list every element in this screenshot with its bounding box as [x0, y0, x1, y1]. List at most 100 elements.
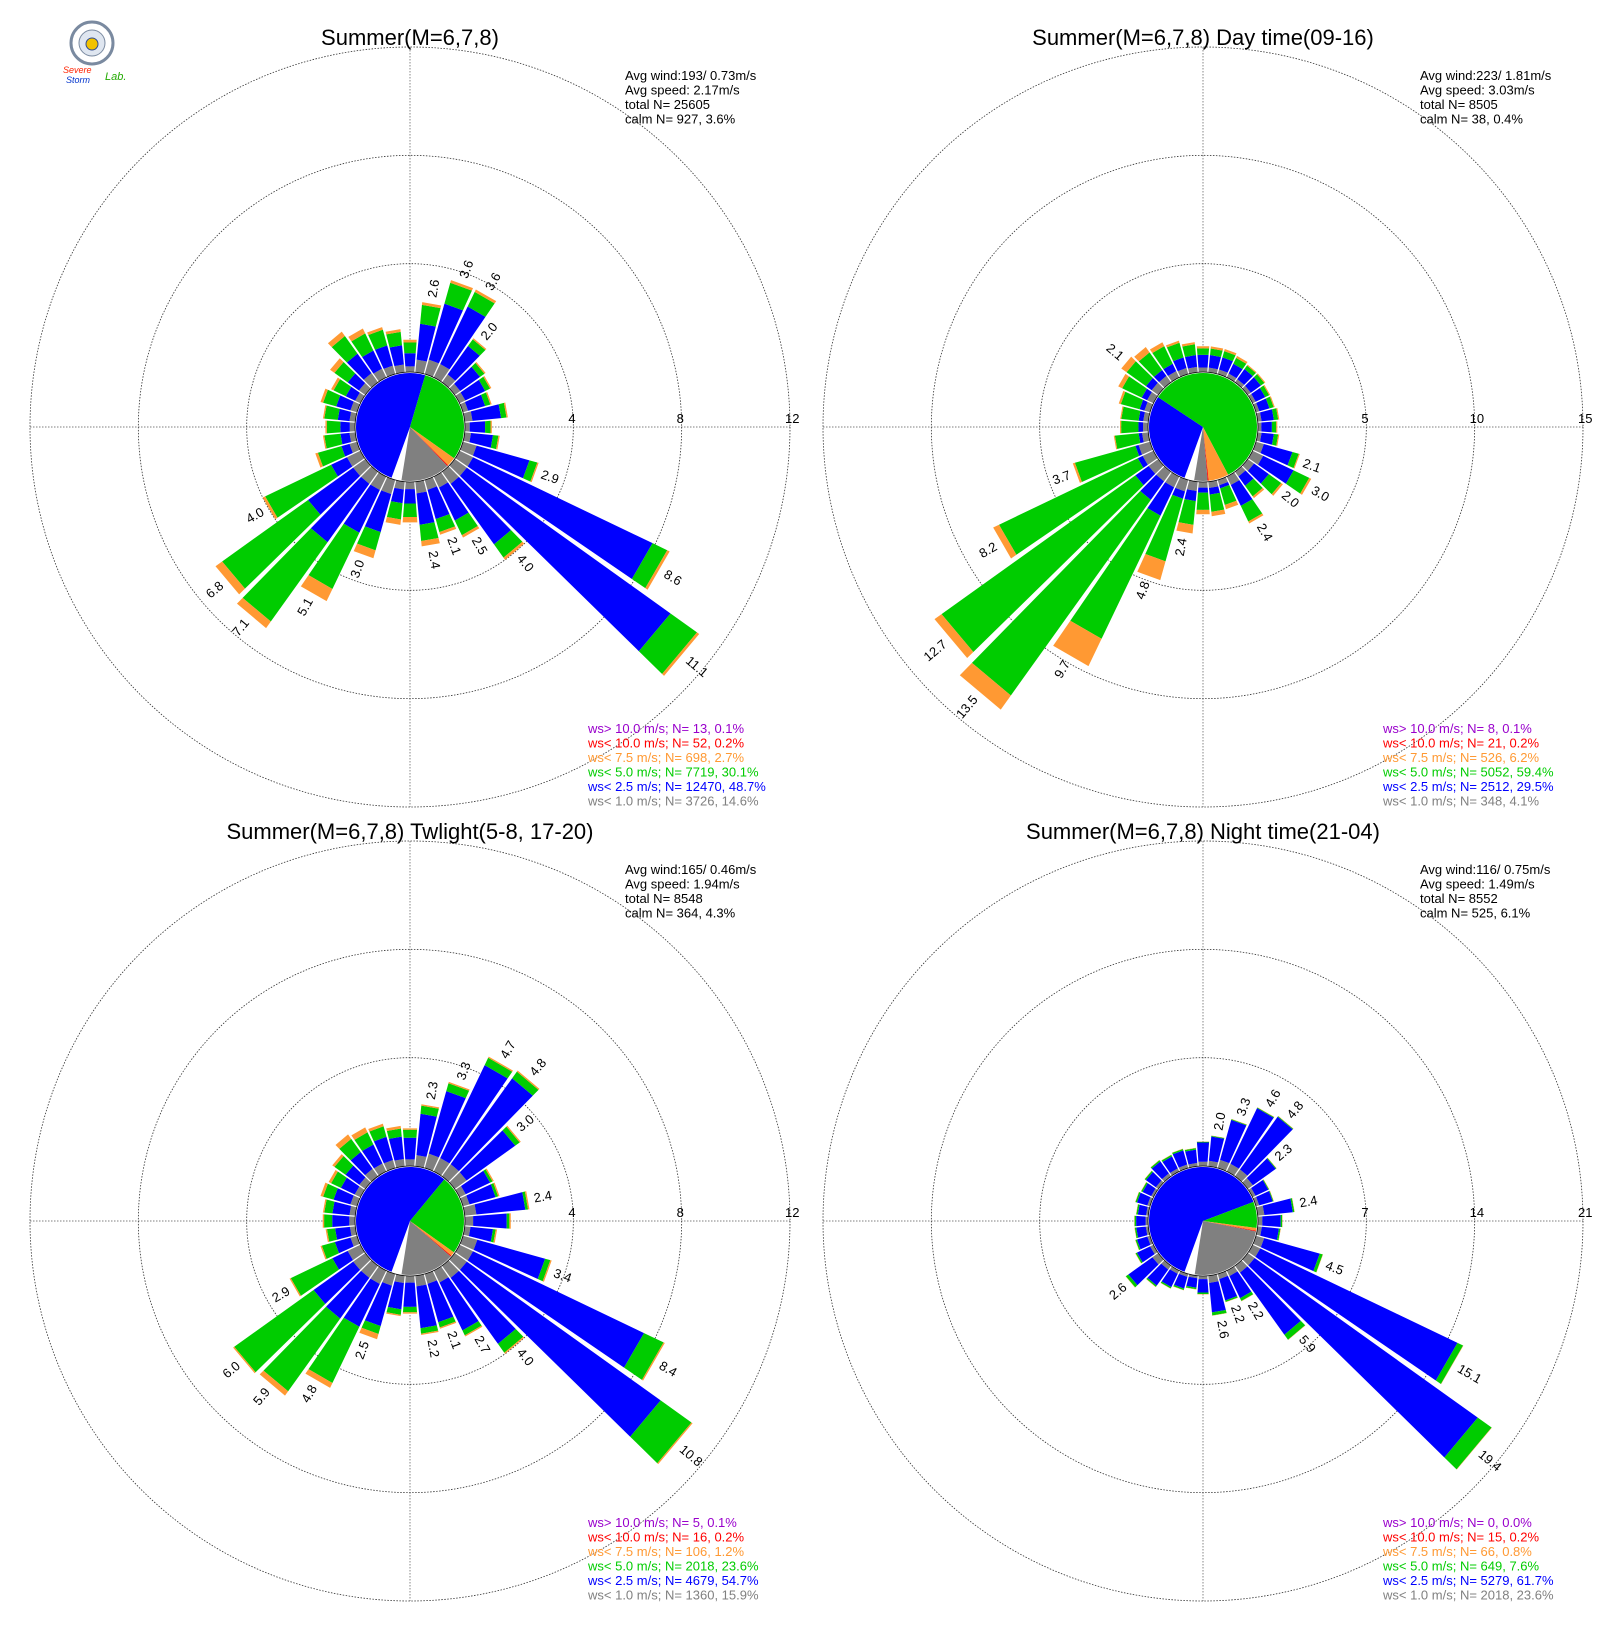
stats-line: total N= 8552 — [1420, 891, 1498, 906]
bar-segment-blue — [332, 1215, 349, 1227]
bar-value-label: 13.5 — [953, 692, 981, 721]
legend-entry: ws< 1.0 m/s; N= 3726, 14.6% — [587, 794, 759, 809]
bar-segment-blue — [1260, 409, 1274, 421]
bar-segment-orange — [325, 420, 326, 433]
stats-line: Avg wind:223/ 1.81m/s — [1420, 68, 1552, 83]
legend-entry: ws< 7.5 m/s; N= 106, 1.2% — [587, 1544, 745, 1559]
bar-segment-blue — [1260, 433, 1274, 445]
bar-value-label: 2.6 — [1106, 1280, 1129, 1303]
bar-segment-orange — [1196, 510, 1209, 514]
bar-segment-blue — [1184, 489, 1196, 501]
bar-value-label: 8.4 — [657, 1358, 680, 1380]
bar-value-label: 3.0 — [1309, 483, 1332, 505]
logo-seal-center — [86, 38, 98, 50]
ring-label: 5 — [1361, 411, 1368, 426]
legend-entry: ws< 10.0 m/s; N= 52, 0.2% — [587, 736, 745, 751]
bar-segment-calm — [405, 482, 415, 489]
stats-line: Avg wind:116/ 0.75m/s — [1420, 862, 1551, 877]
ring-label: 10 — [1470, 411, 1484, 426]
bar-segment-green — [403, 503, 417, 517]
bar-segment-blue — [403, 1283, 416, 1307]
ring-label: 4 — [568, 1205, 575, 1220]
bar-value-label: 2.4 — [1172, 537, 1190, 557]
bar-value-label: 5.9 — [1296, 1332, 1319, 1355]
bar-segment-blue — [1261, 422, 1272, 433]
stats-line: total N= 8505 — [1420, 97, 1498, 112]
bar-segment-calm — [350, 422, 355, 431]
bar-value-label: 8.6 — [661, 567, 684, 589]
bar-segment-green — [324, 406, 339, 420]
bar-segment-blue — [1138, 1205, 1148, 1216]
bar-value-label: 2.5 — [469, 534, 491, 557]
bar-segment-green — [387, 501, 403, 519]
bar-value-label: 2.4 — [1254, 521, 1276, 544]
bar-segment-green — [1197, 493, 1210, 510]
bar-segment-blue — [1185, 355, 1197, 368]
bar-segment-green — [1182, 344, 1196, 357]
bar-segment-orange — [490, 421, 491, 434]
panel-title: Summer(M=6,7,8) Day time(09-16) — [1032, 25, 1374, 50]
legend-entry: ws< 1.0 m/s; N= 2018, 23.6% — [1382, 1588, 1554, 1603]
bar-segment-green — [1272, 421, 1276, 432]
bar-segment-green — [324, 434, 342, 449]
bar-value-label: 4.6 — [1262, 1087, 1284, 1110]
bar-value-label: 3.0 — [513, 1111, 536, 1134]
bar-segment-green — [1197, 1142, 1209, 1143]
bar-value-label: 3.3 — [453, 1060, 473, 1082]
bar-segment-green — [1281, 1215, 1283, 1227]
bar-segment-green — [386, 332, 402, 348]
bar-segment-blue — [340, 422, 350, 433]
ring-label: 7 — [1361, 1205, 1368, 1220]
bar-segment-calm — [415, 1274, 426, 1286]
bar-segment-green — [1135, 1216, 1137, 1227]
stats-line: calm N= 364, 4.3% — [625, 906, 736, 921]
bar-segment-blue — [404, 489, 416, 503]
stats-line: Avg wind:165/ 0.46m/s — [625, 862, 757, 877]
bar-segment-orange — [1197, 346, 1209, 348]
bar-segment-calm — [415, 1155, 426, 1168]
stats-line: calm N= 38, 0.4% — [1420, 112, 1523, 127]
ring-label: 12 — [785, 411, 799, 426]
logo-lab-text: Lab. — [105, 71, 126, 83]
panel-title: Summer(M=6,7,8) — [321, 25, 499, 50]
bar-segment-calm — [1143, 422, 1148, 431]
stats-line: Avg speed: 1.49m/s — [1420, 877, 1535, 892]
bar-value-label: 9.7 — [1051, 658, 1073, 681]
bar-segment-green — [1197, 348, 1209, 354]
bar-segment-calm — [405, 366, 414, 372]
bar-value-label: 2.1 — [444, 1329, 464, 1351]
bar-segment-green — [327, 421, 341, 434]
bar-value-label: 4.8 — [526, 1055, 549, 1078]
bar-value-label: 11.1 — [683, 653, 711, 680]
bar-segment-green — [324, 1214, 332, 1227]
legend-entry: ws< 2.5 m/s; N= 4679, 54.7% — [587, 1573, 759, 1588]
bar-value-label: 2.9 — [539, 467, 561, 487]
bar-segment-green — [403, 342, 416, 353]
bar-value-label: 4.8 — [298, 1382, 320, 1405]
bar-value-label: 4.7 — [497, 1038, 519, 1061]
bar-segment-blue — [340, 433, 351, 444]
bar-segment-calm — [349, 1216, 355, 1225]
bar-value-label: 4.0 — [243, 504, 266, 526]
bar-value-label: 2.4 — [1298, 1192, 1318, 1210]
bar-value-label: 3.7 — [1050, 467, 1072, 487]
bar-segment-orange — [403, 1312, 417, 1313]
bar-value-label: 3.6 — [456, 258, 476, 280]
bar-value-label: 7.1 — [229, 616, 252, 639]
bar-segment-blue — [473, 1214, 507, 1229]
bar-segment-green — [403, 1130, 417, 1138]
bar-value-label: 8.2 — [976, 539, 999, 561]
bar-segment-calm — [405, 1276, 415, 1283]
bar-segment-blue — [1185, 1150, 1197, 1165]
bar-value-label: 2.9 — [269, 1283, 292, 1305]
bar-value-label: 2.1 — [1103, 340, 1126, 363]
ring-label: 21 — [1578, 1205, 1592, 1220]
legend-entry: ws> 10.0 m/s; N= 13, 0.1% — [587, 721, 745, 736]
bar-segment-orange — [1120, 421, 1121, 434]
legend-entry: ws< 1.0 m/s; N= 1360, 15.9% — [587, 1588, 759, 1603]
bar-segment-blue — [1198, 488, 1208, 493]
